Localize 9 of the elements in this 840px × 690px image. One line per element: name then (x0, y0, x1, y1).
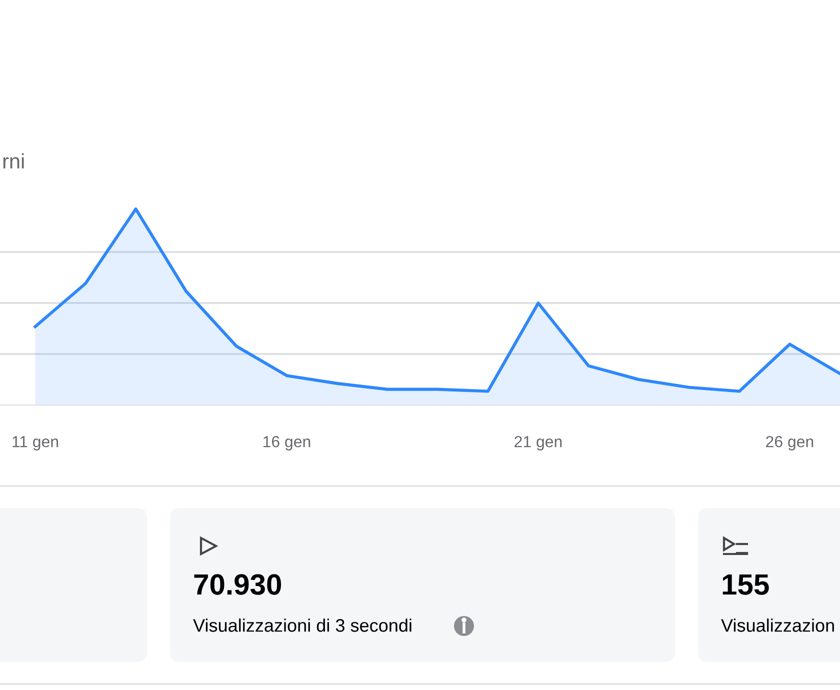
x-tick-label: 26 gen (766, 436, 814, 450)
x-tick-label: 11 gen (12, 436, 58, 450)
text: 70.930 (194, 574, 282, 595)
text: Visualizzazioni di 3 secondi (193, 618, 412, 632)
x-tick-label: 21 gen (514, 436, 562, 450)
x-tick-label: 16 gen (264, 436, 310, 450)
chart-subtitle: rni (3, 153, 24, 168)
text: Visualizzazion (721, 618, 834, 632)
text: 155 (722, 574, 769, 595)
